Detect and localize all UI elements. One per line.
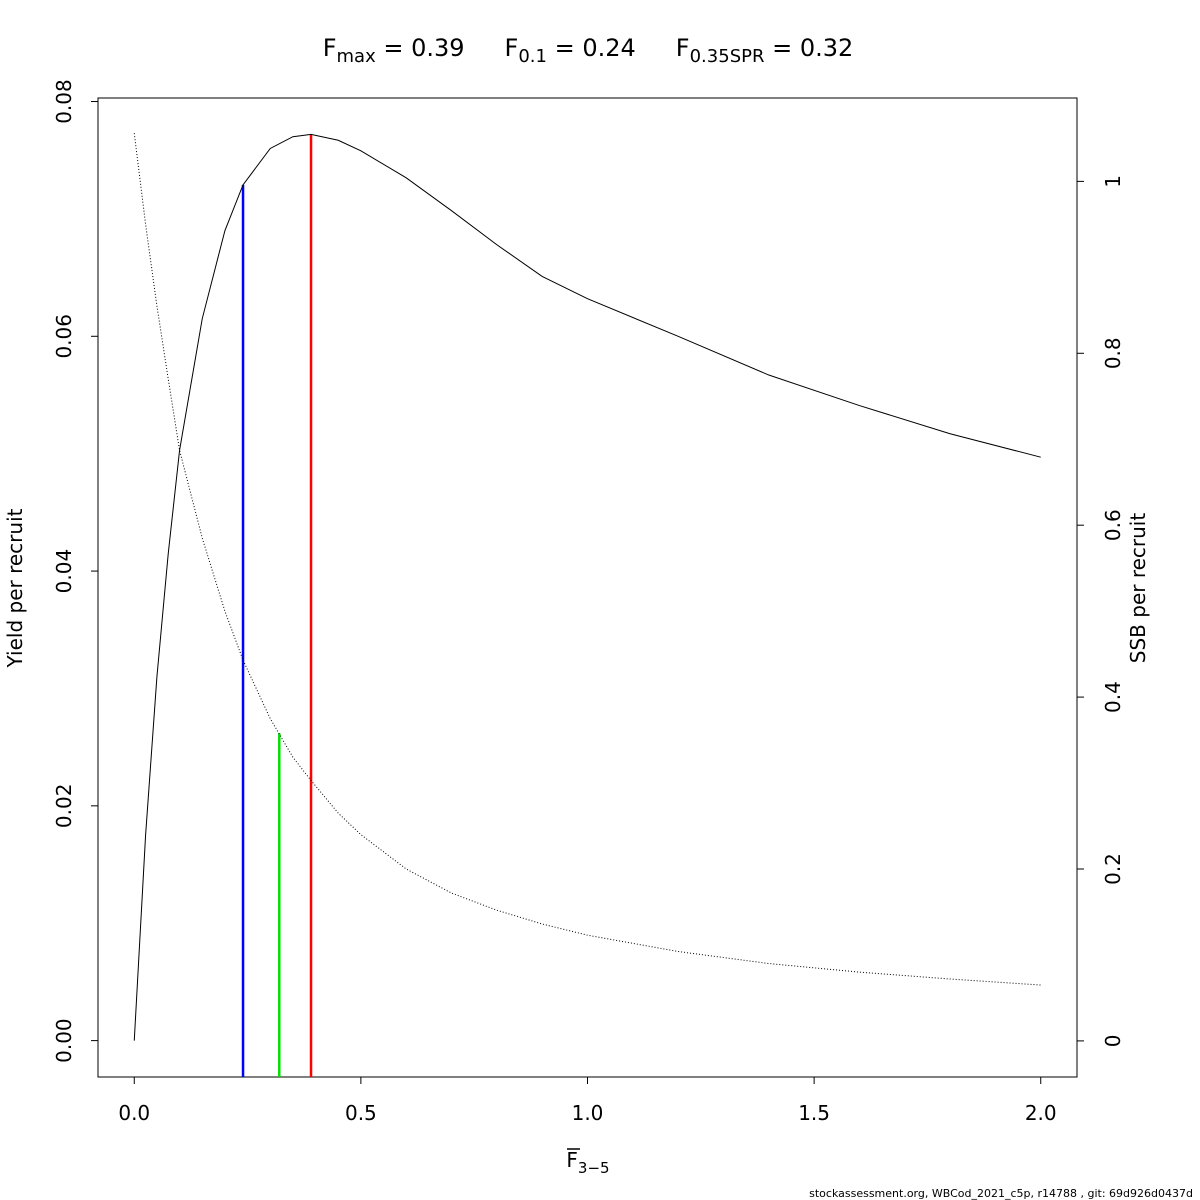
title-subscript: 0.1 [518,46,547,67]
title-value: = 0.24 [547,34,636,62]
title-symbol: F [323,34,337,62]
y2-tick-label: 0.2 [1101,853,1125,885]
title-symbol: F [505,34,519,62]
y-tick-label: 0.06 [52,314,76,359]
title-value: = 0.39 [376,34,465,62]
x-tick-label: 2.0 [1025,1101,1057,1125]
y2-tick-label: 1 [1101,175,1125,188]
x-tick-label: 1.5 [798,1101,830,1125]
title-value: = 0.32 [764,34,853,62]
y-axis-label: Yield per recruit [3,508,27,668]
plot-frame [97,97,1078,1078]
x-tick-label: 1.0 [572,1101,604,1125]
y2-axis-label: SSB per recruit [1126,513,1150,664]
y2-tick-label: 0.6 [1101,509,1125,541]
x-tick-label: 0.0 [118,1101,150,1125]
title-subscript: max [337,46,377,67]
y-tick-label: 0.00 [52,1018,76,1063]
y2-tick-label: 0.8 [1101,337,1125,369]
x-label-symbol: F [566,1148,578,1172]
y-tick-label: 0.02 [52,784,76,829]
y2-tick-label: 0 [1101,1035,1125,1048]
title-symbol: F [676,34,690,62]
x-axis-label: F3−5 [566,1148,609,1177]
x-tick-label: 0.5 [345,1101,377,1125]
series-line [133,133,1041,986]
y2-tick-label: 0.4 [1101,681,1125,713]
chart-title: Fmax = 0.39 F0.1 = 0.24 F0.35SPR = 0.32 [323,34,854,67]
footer: stockassessment.org, WBCod_2021_c5p, r14… [809,1187,1193,1200]
title-subscript: 0.35SPR [690,46,765,67]
y-tick-label: 0.04 [52,549,76,594]
y-tick-label: 0.08 [52,79,76,124]
series-line [133,133,1041,1041]
x-label-subscript: 3−5 [578,1159,610,1177]
